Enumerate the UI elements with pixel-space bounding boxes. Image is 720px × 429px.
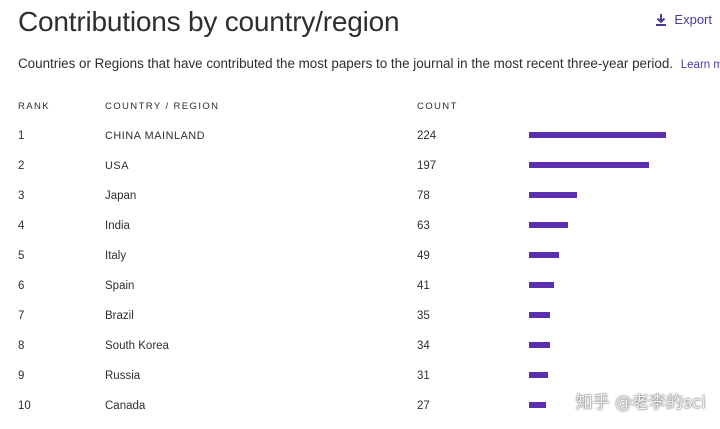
count-bar bbox=[529, 312, 550, 318]
rank-cell: 7 bbox=[18, 310, 25, 322]
rank-cell: 1 bbox=[18, 130, 25, 142]
country-cell: CHINA MAINLAND bbox=[105, 130, 206, 142]
count-bar bbox=[529, 222, 568, 228]
count-bar bbox=[529, 402, 546, 408]
watermark: 知乎 @老李的sci bbox=[575, 393, 706, 413]
rank-cell: 6 bbox=[18, 280, 25, 292]
count-bar bbox=[529, 252, 559, 258]
table-row: 3 Japan 78 bbox=[0, 189, 720, 219]
count-cell: 49 bbox=[417, 250, 430, 262]
download-icon bbox=[656, 13, 667, 26]
count-bar bbox=[529, 372, 548, 378]
export-button[interactable]: Export bbox=[656, 12, 712, 27]
country-cell: Spain bbox=[105, 280, 135, 292]
country-cell: Brazil bbox=[105, 310, 134, 322]
count-cell: 224 bbox=[417, 130, 437, 142]
count-bar bbox=[529, 282, 554, 288]
description-text: Countries or Regions that have contribut… bbox=[18, 56, 674, 71]
count-cell: 35 bbox=[417, 310, 430, 322]
table-row: 7 Brazil 35 bbox=[0, 309, 720, 339]
country-cell: Canada bbox=[105, 400, 146, 412]
table-row: 8 South Korea 34 bbox=[0, 339, 720, 369]
table-row: 2 USA 197 bbox=[0, 159, 720, 189]
rank-cell: 5 bbox=[18, 250, 25, 262]
count-bar bbox=[529, 162, 649, 168]
count-bar bbox=[529, 192, 577, 198]
rank-cell: 2 bbox=[18, 160, 25, 172]
count-cell: 27 bbox=[417, 400, 430, 412]
country-cell: Russia bbox=[105, 370, 141, 382]
rank-cell: 3 bbox=[18, 190, 25, 202]
count-cell: 63 bbox=[417, 220, 430, 232]
country-cell: Italy bbox=[105, 250, 127, 262]
page-description: Countries or Regions that have contribut… bbox=[18, 56, 720, 71]
table-row: 5 Italy 49 bbox=[0, 249, 720, 279]
table-row: 6 Spain 41 bbox=[0, 279, 720, 309]
table-row: 9 Russia 31 bbox=[0, 369, 720, 399]
country-cell: USA bbox=[105, 160, 129, 172]
rank-cell: 8 bbox=[18, 340, 25, 352]
count-bar bbox=[529, 132, 666, 138]
export-label: Export bbox=[674, 12, 712, 27]
count-cell: 41 bbox=[417, 280, 430, 292]
country-cell: Japan bbox=[105, 190, 137, 202]
rank-cell: 4 bbox=[18, 220, 25, 232]
learn-more-link[interactable]: Learn more bbox=[680, 59, 720, 71]
table-row: 4 India 63 bbox=[0, 219, 720, 249]
country-cell: South Korea bbox=[105, 340, 169, 352]
table-row: 1 CHINA MAINLAND 224 bbox=[0, 129, 720, 159]
column-header-rank: RANK bbox=[18, 101, 50, 112]
count-cell: 34 bbox=[417, 340, 430, 352]
rank-cell: 9 bbox=[18, 370, 25, 382]
count-bar bbox=[529, 342, 550, 348]
column-header-country: COUNTRY / REGION bbox=[105, 101, 220, 112]
column-header-count: COUNT bbox=[417, 101, 458, 112]
page-title: Contributions by country/region bbox=[18, 6, 400, 37]
country-cell: India bbox=[105, 220, 130, 232]
table-row: 10 Canada 27 bbox=[0, 399, 720, 429]
count-cell: 78 bbox=[417, 190, 430, 202]
count-cell: 31 bbox=[417, 370, 430, 382]
count-cell: 197 bbox=[417, 160, 437, 172]
rank-cell: 10 bbox=[18, 400, 31, 412]
